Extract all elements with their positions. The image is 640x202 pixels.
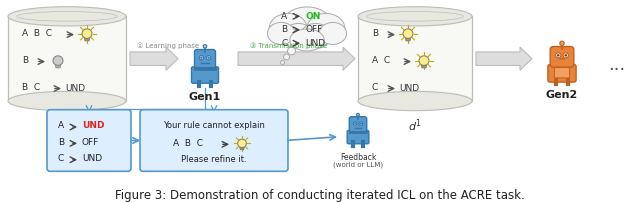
Circle shape [355,123,356,125]
Circle shape [284,55,289,61]
Polygon shape [56,66,61,68]
Text: B  C: B C [22,82,40,91]
Circle shape [200,57,203,60]
Circle shape [560,42,564,46]
Circle shape [199,56,204,61]
Circle shape [557,55,559,57]
Text: Gen1: Gen1 [189,92,221,102]
Text: B: B [281,25,287,34]
Circle shape [356,114,360,117]
Text: UND: UND [65,83,85,92]
Circle shape [206,56,211,61]
Circle shape [280,61,285,65]
Text: ③ Transmission phase: ③ Transmission phase [250,42,327,49]
FancyBboxPatch shape [195,50,216,69]
Text: UND: UND [305,38,325,47]
Polygon shape [84,39,90,42]
FancyBboxPatch shape [140,110,288,171]
Circle shape [82,30,92,39]
Text: $d^0$: $d^0$ [60,117,74,133]
FancyBboxPatch shape [548,65,576,83]
Ellipse shape [290,30,324,52]
FancyBboxPatch shape [47,110,131,171]
FancyBboxPatch shape [347,131,369,144]
Text: B: B [58,137,64,146]
Text: B: B [372,29,378,38]
Text: ...: ... [608,56,625,74]
FancyBboxPatch shape [349,131,367,133]
Polygon shape [422,66,427,68]
Polygon shape [240,148,244,150]
Polygon shape [476,48,532,71]
Text: UND: UND [82,153,102,162]
Circle shape [403,30,413,39]
Ellipse shape [268,23,295,45]
FancyBboxPatch shape [8,17,126,102]
Text: $d^1$: $d^1$ [408,117,422,133]
FancyBboxPatch shape [358,17,472,102]
Text: C: C [281,38,287,47]
Text: Gen2: Gen2 [546,90,578,100]
Ellipse shape [358,92,472,111]
Text: OFF: OFF [82,137,99,146]
Circle shape [53,57,63,66]
Text: ON: ON [305,12,321,20]
FancyBboxPatch shape [349,117,367,133]
Text: OFF: OFF [305,25,323,34]
Text: (world or LLM): (world or LLM) [333,161,383,167]
Circle shape [287,48,296,56]
Ellipse shape [358,8,472,27]
Text: B: B [22,56,28,64]
Circle shape [207,57,210,60]
Ellipse shape [281,8,333,46]
Circle shape [563,54,568,59]
FancyBboxPatch shape [554,68,570,79]
Text: A  B  C: A B C [173,138,203,147]
Ellipse shape [8,8,126,27]
Text: UND: UND [399,83,419,92]
Text: ① Learning phase: ① Learning phase [137,42,199,49]
Circle shape [204,45,207,49]
Circle shape [359,122,362,126]
Text: Figure 3: Demonstration of conducting iterated ICL on the ACRE task.: Figure 3: Demonstration of conducting it… [115,188,525,201]
FancyBboxPatch shape [550,47,574,68]
Text: UND: UND [82,121,104,130]
Polygon shape [130,48,178,71]
Ellipse shape [319,23,347,45]
Text: C: C [372,82,378,91]
Text: Your rule cannot explain: Your rule cannot explain [163,121,265,130]
FancyBboxPatch shape [191,67,218,84]
Circle shape [353,122,357,126]
Text: A: A [58,121,64,130]
Circle shape [360,123,362,125]
Text: Feedback: Feedback [340,152,376,161]
Polygon shape [238,48,355,71]
Text: C: C [58,153,64,162]
Text: A: A [281,12,287,20]
Ellipse shape [300,24,331,49]
Circle shape [564,55,567,57]
Circle shape [237,140,246,148]
Circle shape [419,57,429,66]
Text: A  B  C: A B C [22,29,52,38]
Ellipse shape [307,14,345,44]
Text: A  C: A C [372,56,390,64]
Polygon shape [406,39,411,42]
Circle shape [556,54,561,59]
Text: Please refine it.: Please refine it. [181,154,247,163]
Text: ② Interaction phase: ② Interaction phase [195,109,265,115]
FancyBboxPatch shape [194,67,216,70]
Ellipse shape [269,14,307,44]
Ellipse shape [8,92,126,111]
Ellipse shape [283,24,314,49]
